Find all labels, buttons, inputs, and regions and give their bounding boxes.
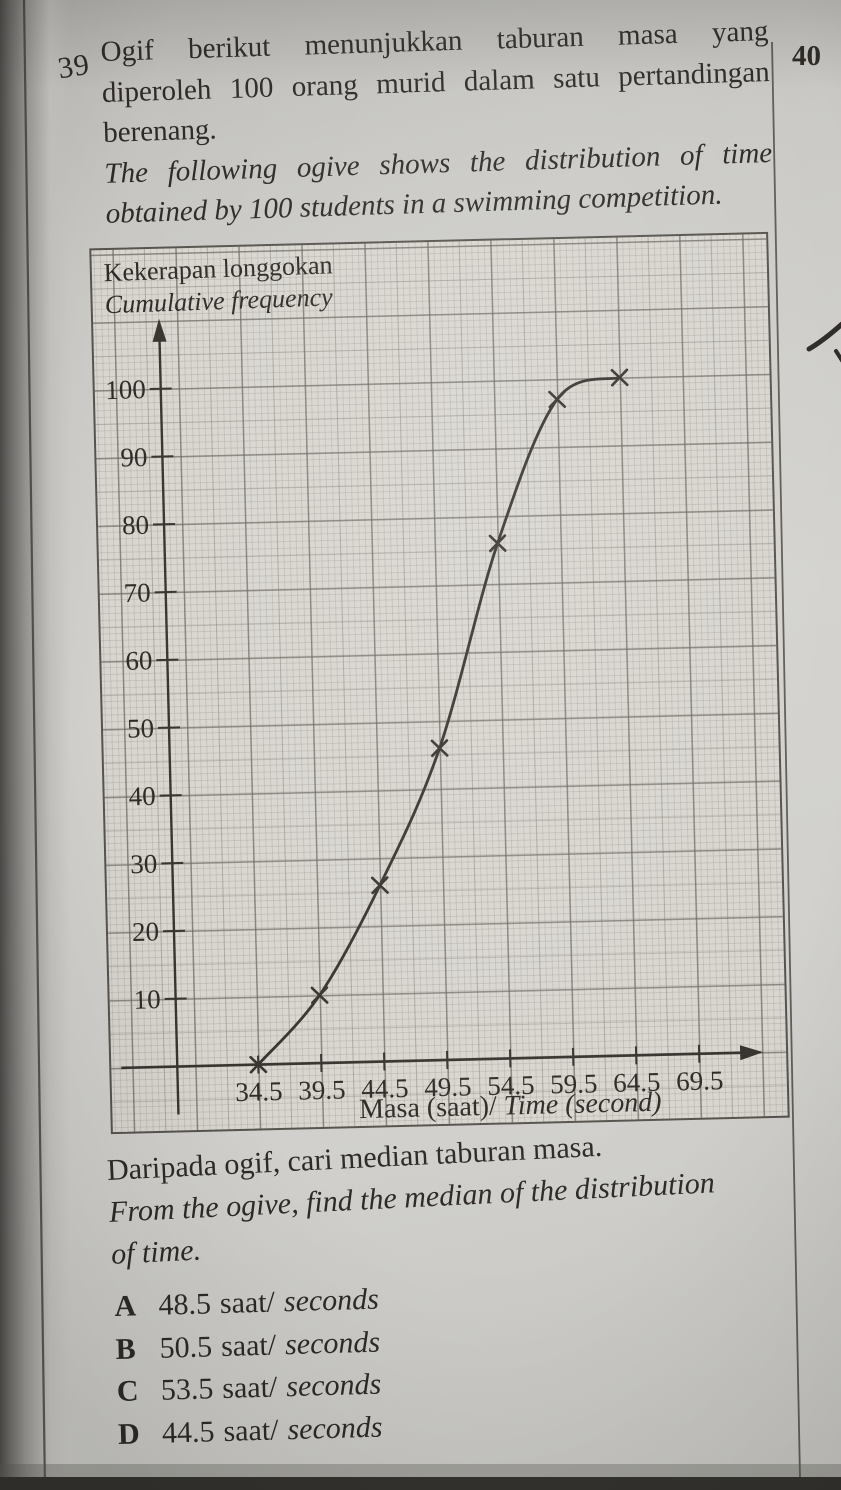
question-number: 39: [55, 47, 93, 86]
svg-text:44.5: 44.5: [361, 1073, 409, 1104]
svg-text:49.5: 49.5: [424, 1071, 472, 1102]
option-value: 53.5: [160, 1372, 214, 1407]
svg-text:10: 10: [133, 984, 161, 1015]
option-unit-malay: saat/: [223, 1413, 279, 1448]
page-left-edge-line: [22, 0, 47, 1490]
question-prompt: Daripada ogif, cari median taburan masa.…: [106, 1116, 811, 1276]
option-unit-malay: saat/: [220, 1328, 277, 1363]
svg-text:100: 100: [105, 374, 146, 405]
svg-text:64.5: 64.5: [613, 1067, 661, 1098]
option-d: D 44.5 saat/ seconds: [118, 1410, 384, 1460]
option-value: 50.5: [159, 1329, 213, 1365]
svg-text:60: 60: [125, 645, 153, 676]
svg-text:30: 30: [130, 849, 158, 880]
option-c: C 53.5 saat/ seconds: [116, 1368, 382, 1418]
svg-text:54.5: 54.5: [487, 1070, 535, 1101]
svg-text:90: 90: [120, 442, 148, 473]
svg-text:34.5: 34.5: [235, 1076, 283, 1107]
option-a: A 48.5 saat/ seconds: [114, 1283, 380, 1333]
option-unit-english: seconds: [283, 1282, 380, 1319]
option-letter: B: [115, 1332, 137, 1366]
svg-text:Masa (saat)/ Time (second): Masa (saat)/ Time (second): [359, 1087, 662, 1125]
option-letter: A: [114, 1289, 137, 1323]
option-b: B 50.5 saat/ seconds: [115, 1325, 381, 1375]
option-unit-malay: saat/: [221, 1370, 278, 1406]
page-bottom-edge: [0, 1477, 841, 1490]
svg-text:59.5: 59.5: [550, 1068, 598, 1099]
option-unit-english: seconds: [286, 1410, 383, 1446]
answer-options: A 48.5 saat/ seconds B 50.5 saat/ second…: [114, 1283, 383, 1461]
svg-text:50: 50: [127, 713, 155, 744]
option-value: 44.5: [161, 1415, 215, 1450]
option-letter: C: [116, 1374, 139, 1409]
question-text: Ogif berikut menunjukkan taburan masa ya…: [100, 11, 774, 235]
svg-text:39.5: 39.5: [298, 1074, 346, 1105]
svg-text:20: 20: [132, 916, 160, 947]
page-number: 40: [792, 40, 821, 72]
option-value: 48.5: [157, 1287, 212, 1322]
svg-text:70: 70: [123, 577, 151, 608]
option-unit-english: seconds: [284, 1325, 381, 1361]
page-bottom-shadow: [0, 1464, 841, 1477]
option-unit-english: seconds: [285, 1367, 382, 1404]
svg-text:40: 40: [128, 781, 156, 812]
pen-mark: [806, 321, 841, 352]
option-unit-malay: saat/: [219, 1285, 276, 1321]
svg-text:69.5: 69.5: [676, 1065, 724, 1096]
pen-mark-small: [834, 349, 841, 363]
ogive-chart: Kekerapan longgokan Cumulative frequency…: [89, 231, 790, 1135]
ogive-plot: 10 20 30 40 50 60 70 80 90 100 34.5 39.5 44.5 49.5 54.…: [105, 318, 764, 1125]
option-letter: D: [117, 1417, 141, 1451]
svg-text:80: 80: [122, 510, 150, 541]
